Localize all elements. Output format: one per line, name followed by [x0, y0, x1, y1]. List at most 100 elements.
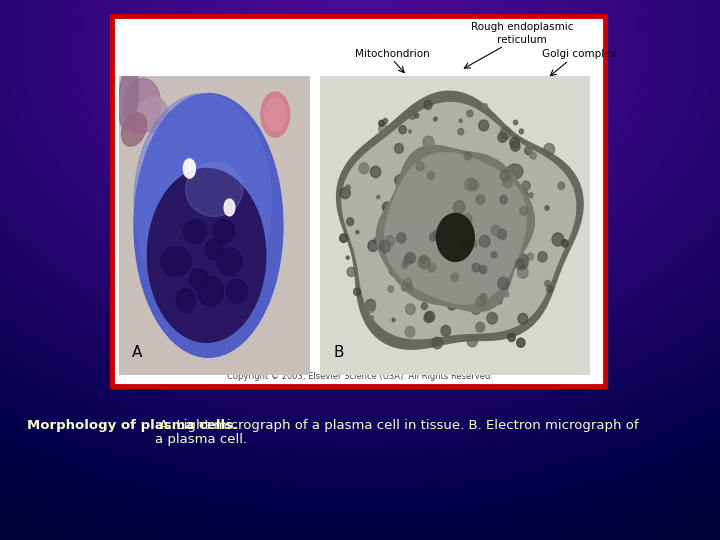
Circle shape [558, 182, 564, 190]
Circle shape [379, 120, 384, 126]
Circle shape [503, 236, 508, 243]
Polygon shape [337, 91, 583, 349]
Text: A: A [132, 345, 143, 360]
Circle shape [487, 312, 498, 324]
Circle shape [404, 261, 408, 266]
Circle shape [465, 178, 477, 191]
Circle shape [415, 113, 419, 118]
Circle shape [458, 129, 464, 135]
Circle shape [366, 299, 376, 310]
Circle shape [498, 277, 509, 289]
Ellipse shape [217, 248, 242, 275]
Circle shape [402, 284, 408, 291]
Circle shape [379, 124, 387, 133]
Ellipse shape [436, 213, 474, 261]
Circle shape [469, 180, 479, 191]
Circle shape [520, 206, 528, 215]
Ellipse shape [148, 168, 266, 342]
Text: Morphology of plasma cells.: Morphology of plasma cells. [27, 418, 238, 431]
Circle shape [486, 268, 498, 280]
Bar [112, 16, 605, 386]
Circle shape [493, 258, 501, 266]
Circle shape [485, 163, 489, 166]
Circle shape [489, 270, 500, 282]
Circle shape [464, 152, 472, 160]
Circle shape [441, 326, 451, 336]
Circle shape [476, 195, 485, 204]
Ellipse shape [197, 276, 224, 306]
Circle shape [459, 240, 469, 251]
Ellipse shape [507, 164, 523, 179]
Circle shape [368, 240, 378, 252]
Circle shape [424, 100, 432, 110]
Circle shape [445, 244, 454, 254]
Circle shape [546, 286, 553, 293]
Circle shape [392, 318, 395, 321]
Ellipse shape [176, 288, 195, 312]
Circle shape [482, 300, 492, 310]
Circle shape [428, 264, 436, 272]
Circle shape [405, 326, 415, 337]
Circle shape [224, 199, 235, 216]
Circle shape [354, 288, 361, 295]
Circle shape [383, 207, 386, 210]
Circle shape [346, 185, 351, 190]
Circle shape [346, 256, 349, 259]
Circle shape [472, 305, 480, 314]
Circle shape [503, 177, 513, 188]
Circle shape [383, 118, 387, 124]
Circle shape [507, 201, 514, 209]
Circle shape [462, 265, 471, 275]
Ellipse shape [213, 219, 234, 244]
Circle shape [409, 130, 411, 133]
Circle shape [458, 276, 465, 284]
Circle shape [427, 172, 434, 180]
Circle shape [420, 256, 427, 264]
Ellipse shape [189, 269, 209, 290]
Circle shape [402, 262, 408, 269]
Circle shape [433, 230, 441, 238]
Circle shape [479, 120, 489, 131]
Circle shape [472, 263, 480, 272]
Circle shape [518, 266, 528, 278]
Circle shape [480, 235, 490, 247]
Text: Mitochondrion: Mitochondrion [355, 49, 430, 59]
Circle shape [530, 152, 536, 159]
Circle shape [498, 132, 507, 143]
Circle shape [405, 304, 415, 314]
Text: Copyright © 2003, Elsevier Science (USA). All Rights Reserved.: Copyright © 2003, Elsevier Science (USA)… [227, 372, 493, 381]
Circle shape [406, 284, 413, 291]
Circle shape [538, 252, 547, 262]
Circle shape [527, 253, 534, 260]
Circle shape [431, 299, 434, 302]
Circle shape [346, 218, 354, 226]
Circle shape [409, 111, 416, 119]
Ellipse shape [395, 174, 408, 186]
Circle shape [340, 234, 347, 242]
Circle shape [500, 170, 510, 181]
Text: Nucleus: Nucleus [498, 362, 539, 372]
Circle shape [510, 137, 519, 148]
Circle shape [476, 296, 485, 307]
Circle shape [491, 252, 497, 258]
Circle shape [467, 336, 477, 347]
Circle shape [399, 126, 406, 134]
Circle shape [496, 298, 502, 304]
Ellipse shape [134, 93, 283, 357]
Circle shape [374, 238, 379, 243]
Circle shape [430, 233, 436, 241]
Circle shape [545, 280, 550, 287]
Circle shape [404, 278, 412, 287]
Text: Rough endoplasmic: Rough endoplasmic [471, 22, 573, 32]
Circle shape [347, 267, 355, 276]
Polygon shape [384, 153, 526, 304]
Circle shape [510, 141, 520, 151]
Ellipse shape [227, 279, 248, 303]
Circle shape [518, 313, 528, 324]
Ellipse shape [161, 246, 192, 276]
Circle shape [480, 294, 487, 301]
Circle shape [467, 110, 473, 117]
Circle shape [498, 229, 506, 239]
Circle shape [522, 181, 530, 190]
Ellipse shape [123, 78, 161, 133]
